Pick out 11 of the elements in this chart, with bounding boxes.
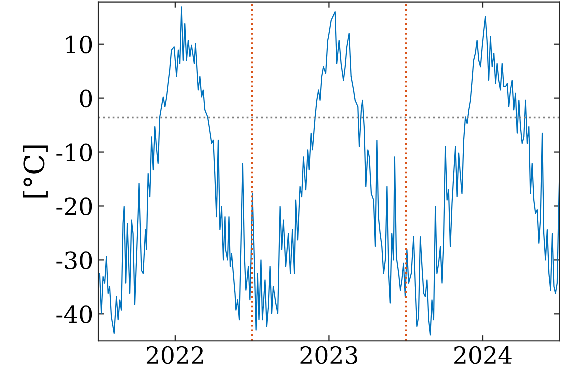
y-tick-label: -10 [56,144,92,162]
line-series [99,6,560,336]
x-tick-label: 2024 [454,346,512,364]
y-tick-label: -30 [56,252,92,270]
y-tick-label: -20 [56,198,92,216]
y-axis-title: [°C] [23,146,48,198]
x-tick-label: 2022 [146,346,204,364]
y-tick-label: -40 [56,306,92,324]
y-tick-label: 0 [80,90,92,108]
y-tick-label: 10 [66,36,92,54]
x-tick-label: 2023 [300,346,358,364]
